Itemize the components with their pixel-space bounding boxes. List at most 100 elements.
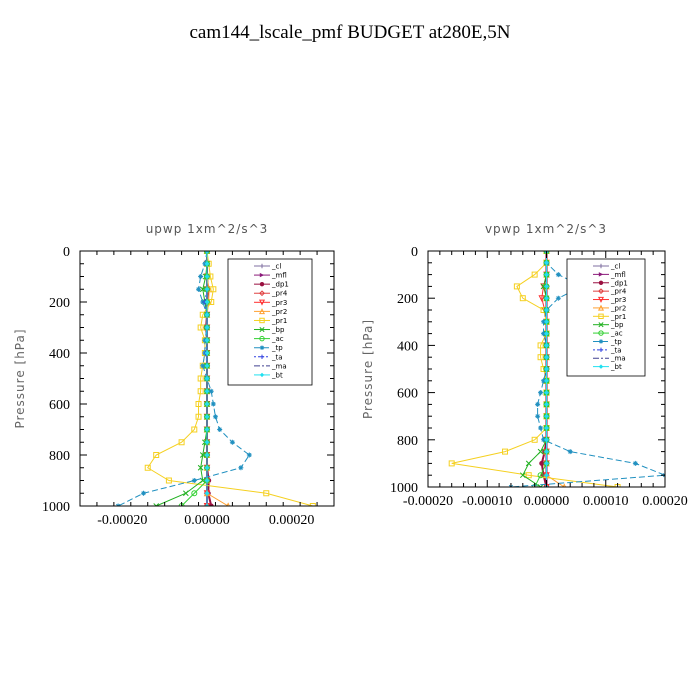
data-point-bt [204, 286, 210, 292]
data-point-tp [246, 452, 252, 458]
y-tick-label: 200 [49, 296, 70, 311]
data-point-tp [538, 390, 544, 396]
legend-marker-tp [598, 339, 604, 344]
legend-marker-cl [259, 263, 265, 269]
data-point-bt [204, 452, 210, 458]
data-point-pr1 [178, 439, 185, 446]
legend-box [566, 258, 646, 377]
legend-label: _mfl [610, 271, 626, 279]
y-tick-label: 200 [397, 292, 418, 307]
data-point-tp [555, 295, 561, 301]
legend-label: _pr1 [271, 317, 287, 325]
x-tick-label: 0.00020 [642, 494, 688, 509]
x-tick-label: -0.00010 [462, 494, 512, 509]
legend-marker-pr1 [598, 313, 604, 320]
data-point-bt [544, 342, 549, 348]
data-point-dp1 [539, 460, 545, 466]
legend-marker-bt [259, 372, 265, 378]
x-tick-label: 0.00000 [184, 513, 230, 528]
y-tick-label: 600 [49, 398, 70, 413]
data-point-tp [541, 437, 547, 443]
data-point-tp [191, 478, 197, 483]
y-tick-label: 800 [397, 434, 418, 449]
data-point-bt [204, 478, 210, 483]
data-point-bp [525, 460, 532, 467]
y-axis-label: Pressure [hPa] [361, 319, 375, 419]
upwp-panel: upwp 1xm^2/s^3 Pressure [hPa] -0.00020 0.00… [13, 222, 335, 528]
data-point-tp [538, 425, 544, 431]
data-point-pr1 [502, 448, 509, 455]
legend-label: _tp [610, 338, 622, 346]
data-point-bp [537, 484, 544, 487]
data-point-tp [567, 449, 573, 455]
legend-label: _dp1 [271, 281, 289, 289]
data-point-bp [153, 503, 160, 506]
y-tick-label: 400 [49, 347, 70, 362]
data-point-bt [544, 378, 549, 384]
data-point-tp [238, 465, 244, 471]
legend-marker-pr4 [259, 290, 265, 297]
legend-marker-tp [259, 345, 265, 350]
data-point-tp [535, 413, 541, 419]
data-point-bt [204, 490, 210, 496]
page-title: cam144_lscale_pmf BUDGET at280E,5N [189, 22, 511, 43]
data-point-bt [204, 261, 210, 267]
series-line-pr1 [147, 251, 313, 506]
data-point-pr1 [309, 503, 316, 506]
data-point-bt [544, 472, 549, 478]
legend-box [227, 258, 313, 386]
data-point-bt [204, 503, 210, 506]
x-tick-label: 0.00010 [583, 494, 629, 509]
data-point-tp [541, 331, 547, 337]
data-point-pr1 [195, 413, 202, 420]
data-point-bt [544, 354, 549, 360]
data-point-tp [212, 414, 218, 420]
legend-marker-ac [598, 330, 604, 336]
data-point-tp [229, 439, 235, 445]
legend-label: _pr1 [610, 313, 626, 321]
data-point-pr1 [197, 375, 204, 382]
data-point-bt [544, 319, 549, 325]
data-point-bt [544, 460, 549, 466]
y-tick-label: 400 [397, 339, 418, 354]
data-point-pr1 [191, 426, 198, 433]
data-point-ac [537, 472, 544, 479]
legend-marker-pr3 [258, 299, 266, 306]
legend-marker-bt [598, 364, 604, 369]
data-point-pr1 [195, 401, 202, 407]
x-tick-label: 0.00000 [524, 494, 570, 509]
series-group [448, 251, 665, 487]
legend-marker-pr4 [598, 288, 604, 295]
legend-marker-ac [259, 335, 265, 342]
legend-label: _mfl [271, 272, 287, 280]
data-point-dp1 [208, 503, 214, 506]
legend-label: _pr2 [271, 308, 287, 316]
y-tick-label: 800 [49, 449, 70, 464]
data-point-tp [632, 460, 638, 466]
legend: _cl_mfl_dp1_pr4_pr3_pr2_pr1_bp_ac_tp_ta_… [227, 258, 313, 386]
data-point-tp [535, 401, 541, 407]
data-point-bt [544, 413, 549, 419]
data-point-tp [210, 401, 216, 407]
data-point-pr1 [197, 324, 204, 331]
legend: _cl_mfl_dp1_pr4_pr3_pr2_pr1_bp_ac_tp_ta_… [566, 258, 646, 377]
data-point-tp [208, 388, 214, 394]
data-point-bt [204, 414, 210, 420]
data-point-bt [544, 307, 549, 313]
x-tick-label: -0.00020 [403, 494, 453, 509]
y-tick-label: 1000 [390, 481, 418, 496]
data-point-bt [544, 331, 549, 337]
legend-label: _ma [271, 362, 287, 370]
legend-label: _ta [610, 346, 622, 354]
data-point-pr1 [153, 452, 160, 458]
legend-label: _pr3 [610, 296, 626, 304]
legend-marker-dp1 [598, 280, 604, 285]
y-tick-label: 1000 [42, 500, 70, 515]
data-point-bt [544, 425, 549, 431]
data-point-bp [519, 472, 526, 479]
data-point-bt [204, 325, 210, 330]
data-point-bt [544, 295, 549, 301]
legend-marker-mfl [259, 272, 265, 278]
data-point-bt [204, 401, 210, 407]
